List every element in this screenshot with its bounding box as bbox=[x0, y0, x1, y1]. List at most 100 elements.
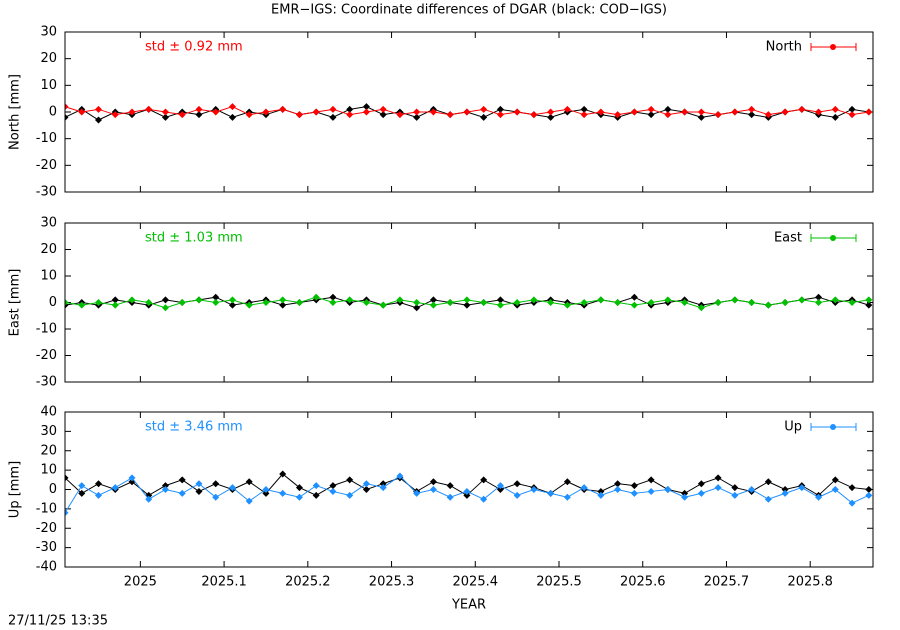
data-point bbox=[78, 108, 86, 116]
x-tick-label: 2025.8 bbox=[787, 575, 833, 590]
data-point bbox=[413, 489, 421, 497]
data-point bbox=[195, 105, 203, 113]
data-point bbox=[848, 111, 856, 119]
data-point bbox=[781, 299, 789, 306]
data-point bbox=[848, 484, 856, 492]
x-tick-label: 2025.1 bbox=[201, 575, 247, 590]
data-point bbox=[228, 103, 236, 111]
data-point bbox=[865, 491, 873, 499]
data-point bbox=[295, 299, 303, 306]
y-tick-label: -10 bbox=[36, 322, 57, 337]
y-tick-label: 10 bbox=[40, 78, 57, 93]
data-point bbox=[647, 476, 655, 484]
data-point bbox=[65, 103, 69, 111]
data-point bbox=[312, 293, 320, 301]
y-tick-label: 0 bbox=[49, 295, 57, 310]
plot-frame bbox=[64, 31, 874, 193]
data-point bbox=[362, 108, 370, 116]
data-point bbox=[547, 489, 555, 497]
data-point bbox=[65, 299, 69, 306]
data-point bbox=[714, 299, 722, 306]
data-point bbox=[831, 113, 839, 121]
data-point bbox=[111, 296, 119, 304]
data-point bbox=[161, 486, 169, 493]
data-point bbox=[697, 480, 705, 488]
data-point bbox=[362, 103, 370, 111]
data-point bbox=[262, 299, 270, 306]
data-point bbox=[597, 487, 605, 495]
x-axis-label: YEAR bbox=[451, 598, 486, 613]
data-point bbox=[547, 113, 555, 121]
data-point bbox=[145, 299, 153, 306]
data-point bbox=[697, 113, 705, 121]
data-point bbox=[228, 301, 236, 309]
data-point bbox=[764, 301, 772, 309]
legend-label: East bbox=[774, 231, 802, 246]
data-point bbox=[664, 296, 672, 304]
data-point bbox=[111, 484, 119, 492]
y-axis-label: North [mm] bbox=[8, 74, 23, 150]
data-point bbox=[329, 482, 337, 490]
figure-title: EMR−IGS: Coordinate differences of DGAR … bbox=[271, 3, 667, 18]
data-point bbox=[346, 111, 354, 119]
data-point bbox=[413, 113, 421, 121]
data-point bbox=[547, 299, 555, 306]
data-point bbox=[279, 296, 287, 304]
x-tick-label: 2025.3 bbox=[369, 575, 415, 590]
data-point bbox=[580, 111, 588, 119]
data-point bbox=[346, 105, 354, 113]
y-tick-label: 30 bbox=[40, 216, 57, 231]
y-tick-label: -20 bbox=[36, 158, 57, 173]
data-point bbox=[446, 482, 454, 490]
data-point bbox=[178, 476, 186, 484]
data-point bbox=[580, 105, 588, 113]
y-tick-label: -30 bbox=[36, 540, 57, 555]
data-point bbox=[798, 296, 806, 304]
data-point bbox=[228, 484, 236, 492]
data-point bbox=[279, 301, 287, 309]
data-point bbox=[346, 296, 354, 304]
y-tick-label: -20 bbox=[36, 348, 57, 363]
data-point bbox=[647, 299, 655, 306]
x-tick-label: 2025.7 bbox=[704, 575, 750, 590]
data-point bbox=[697, 304, 705, 312]
data-point bbox=[396, 296, 404, 304]
data-point bbox=[212, 108, 220, 116]
timestamp: 27/11/25 13:35 bbox=[8, 614, 108, 629]
data-point bbox=[228, 113, 236, 121]
data-point bbox=[597, 108, 605, 116]
data-point bbox=[195, 487, 203, 495]
data-point bbox=[178, 299, 186, 306]
data-point bbox=[580, 484, 588, 492]
data-point bbox=[496, 486, 504, 493]
data-point bbox=[295, 111, 303, 119]
data-point bbox=[865, 108, 873, 116]
data-point bbox=[212, 293, 220, 301]
data-point bbox=[245, 497, 253, 505]
data-point bbox=[513, 491, 521, 499]
y-tick-label: 30 bbox=[40, 424, 57, 439]
data-point bbox=[480, 495, 488, 503]
data-point bbox=[664, 105, 672, 113]
data-point bbox=[781, 108, 789, 116]
data-point bbox=[764, 478, 772, 486]
data-point bbox=[463, 108, 471, 116]
data-point bbox=[848, 105, 856, 113]
y-tick-label: 40 bbox=[40, 405, 57, 420]
data-point bbox=[413, 299, 421, 306]
data-point bbox=[547, 108, 555, 116]
data-point bbox=[563, 301, 571, 309]
data-point bbox=[681, 299, 689, 306]
data-point bbox=[831, 105, 839, 113]
data-point bbox=[480, 476, 488, 484]
y-tick-label: -10 bbox=[36, 501, 57, 516]
data-point bbox=[647, 487, 655, 495]
data-point bbox=[312, 482, 320, 490]
data-point bbox=[111, 111, 119, 119]
data-point bbox=[664, 111, 672, 119]
data-point bbox=[396, 111, 404, 119]
data-point bbox=[78, 489, 86, 497]
data-point bbox=[65, 509, 69, 517]
data-point bbox=[362, 486, 370, 493]
